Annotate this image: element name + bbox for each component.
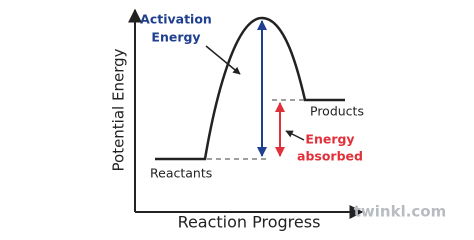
pointer-arrow	[285, 130, 305, 141]
products-label: Products	[310, 104, 364, 119]
energy-curve	[155, 16, 345, 161]
reactants-label: Reactants	[150, 166, 212, 181]
absorbed-label: Energy	[305, 132, 354, 147]
pointer-arrow	[205, 45, 241, 75]
activation-label: Activation	[140, 12, 212, 27]
absorbed-label: absorbed	[297, 149, 363, 164]
activation-label: Energy	[151, 30, 200, 45]
x-axis-title: Reaction Progress	[178, 213, 321, 232]
y-axis-title: Potential Energy	[110, 48, 128, 171]
watermark: twinkl.com	[354, 203, 447, 221]
